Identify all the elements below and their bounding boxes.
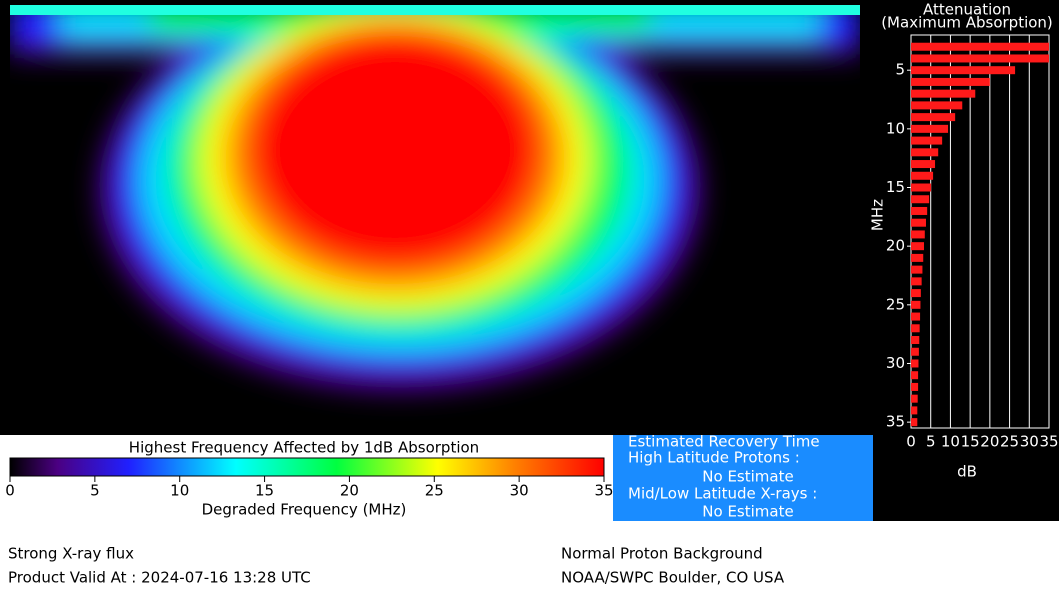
bar [911, 54, 1049, 63]
bar [911, 277, 922, 286]
bar [911, 160, 936, 169]
bar [911, 242, 925, 251]
bar [911, 206, 928, 215]
x-tick-label: 10 [170, 482, 189, 500]
x-tick-label: 0 [906, 433, 916, 451]
bar [911, 265, 923, 274]
bar [911, 394, 918, 403]
footer-text: Normal Proton Background [561, 545, 763, 563]
recovery-value: No Estimate [702, 503, 793, 521]
y-tick-label: 10 [886, 119, 905, 137]
bar [911, 66, 1016, 75]
x-tick-label: 15 [255, 482, 274, 500]
colorbar [9, 457, 605, 477]
recovery-title: Estimated Recovery Time [628, 433, 820, 451]
footer-text: Strong X-ray flux [8, 545, 134, 563]
x-tick-label: 20 [340, 482, 359, 500]
bar [911, 218, 926, 227]
footer-text: NOAA/SWPC Boulder, CO USA [561, 569, 785, 587]
recovery-label: Mid/Low Latitude X-rays : [628, 485, 817, 503]
bar [911, 300, 921, 309]
bar [911, 336, 920, 345]
bar [911, 359, 919, 368]
bar [911, 101, 963, 110]
y-tick-label: 5 [895, 61, 905, 79]
y-axis-label: MHz [869, 199, 887, 231]
y-tick-label: 35 [886, 413, 905, 431]
recovery-label: High Latitude Protons : [628, 449, 800, 467]
panel-background [860, 0, 1059, 521]
x-axis-label: dB [957, 463, 977, 481]
y-tick-label: 15 [886, 178, 905, 196]
x-tick-label: 35 [594, 482, 613, 500]
bar [911, 312, 921, 321]
y-tick-label: 25 [886, 295, 905, 313]
bar [911, 148, 939, 157]
x-tick-label: 10 [941, 433, 960, 451]
bar [911, 89, 976, 98]
bar [911, 171, 934, 180]
x-tick-label: 30 [510, 482, 529, 500]
bar [911, 42, 1049, 51]
bar [911, 406, 918, 415]
y-tick-label: 20 [886, 237, 905, 255]
chart-title: Attenuation [923, 1, 1011, 19]
bar [911, 347, 919, 356]
chart-subtitle: (Maximum Absorption) [881, 14, 1053, 32]
x-tick-label: 5 [90, 482, 100, 500]
bar [911, 418, 918, 427]
x-tick-label: 20 [980, 433, 999, 451]
x-tick-label: 5 [926, 433, 936, 451]
bar [911, 77, 990, 86]
bar [911, 371, 919, 380]
bar [911, 230, 925, 239]
bar [911, 382, 919, 391]
bar [911, 324, 920, 333]
bar [911, 289, 921, 298]
recovery-box [613, 435, 873, 521]
absorption-map [10, 5, 860, 390]
x-tick-label: 35 [1039, 433, 1058, 451]
bar [911, 124, 949, 133]
bar [911, 183, 932, 192]
y-tick-label: 30 [886, 354, 905, 372]
x-tick-label: 25 [425, 482, 444, 500]
x-tick-label: 15 [961, 433, 980, 451]
bar [911, 136, 943, 145]
recovery-value: No Estimate [702, 468, 793, 486]
bar [911, 113, 956, 122]
bar [911, 195, 930, 204]
x-tick-label: 25 [1000, 433, 1019, 451]
bar [911, 253, 924, 262]
colorbar-title: Highest Frequency Affected by 1dB Absorp… [129, 439, 479, 457]
footer-text: Product Valid At : 2024-07-16 13:28 UTC [8, 569, 311, 587]
x-tick-label: 30 [1020, 433, 1039, 451]
colorbar-label: Degraded Frequency (MHz) [202, 501, 407, 519]
x-tick-label: 0 [5, 482, 15, 500]
